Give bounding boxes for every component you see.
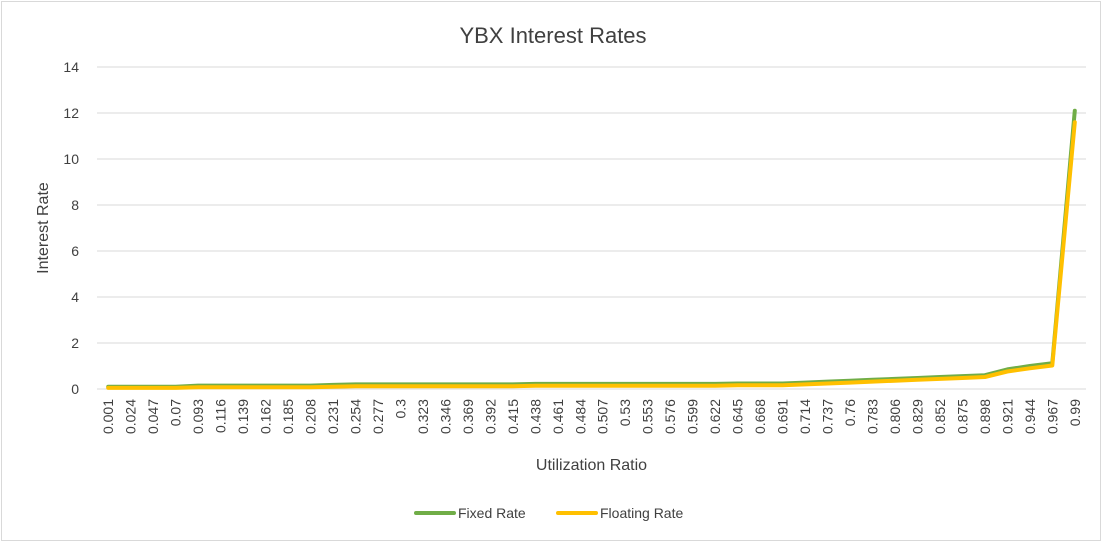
x-tick-label: 0.691 bbox=[775, 399, 791, 434]
y-tick-label: 6 bbox=[71, 243, 79, 259]
x-tick-label: 0.576 bbox=[662, 399, 678, 434]
y-tick-label: 8 bbox=[71, 197, 79, 213]
x-tick-label: 0.024 bbox=[123, 399, 139, 434]
x-tick-label: 0.277 bbox=[370, 399, 386, 434]
x-tick-label: 0.898 bbox=[977, 399, 993, 434]
x-tick-label: 0.185 bbox=[280, 399, 296, 434]
x-tick-label: 0.852 bbox=[932, 399, 948, 434]
x-tick-label: 0.875 bbox=[954, 399, 970, 434]
x-tick-label: 0.76 bbox=[842, 399, 858, 426]
x-tick-label: 0.369 bbox=[460, 399, 476, 434]
series-line-0 bbox=[106, 108, 1077, 389]
x-tick-label: 0.714 bbox=[797, 399, 813, 434]
x-tick-label: 0.162 bbox=[258, 399, 274, 434]
x-tick-label: 0.254 bbox=[347, 399, 363, 434]
series-line-1 bbox=[106, 120, 1077, 390]
x-tick-label: 0.346 bbox=[437, 399, 453, 434]
x-tick-label: 0.737 bbox=[820, 399, 836, 434]
x-tick-label: 0.093 bbox=[190, 399, 206, 434]
x-tick-label: 0.139 bbox=[235, 399, 251, 434]
y-axis-title: Interest Rate bbox=[35, 182, 52, 274]
x-tick-label: 0.231 bbox=[325, 399, 341, 434]
x-tick-label: 0.921 bbox=[999, 399, 1015, 434]
x-tick-label: 0.415 bbox=[505, 399, 521, 434]
x-tick-label: 0.208 bbox=[303, 399, 319, 434]
x-tick-label: 0.438 bbox=[527, 399, 543, 434]
y-tick-label: 4 bbox=[71, 289, 79, 305]
x-tick-label: 0.001 bbox=[100, 399, 116, 434]
x-tick-label: 0.07 bbox=[168, 399, 184, 426]
x-tick-label: 0.3 bbox=[392, 399, 408, 419]
x-tick-label: 0.99 bbox=[1067, 399, 1083, 426]
legend-label: Fixed Rate bbox=[458, 505, 526, 521]
y-tick-label: 2 bbox=[71, 335, 79, 351]
x-tick-label: 0.553 bbox=[640, 399, 656, 434]
legend-label: Floating Rate bbox=[600, 505, 683, 521]
y-tick-label: 12 bbox=[63, 105, 79, 121]
x-tick-label: 0.53 bbox=[617, 399, 633, 426]
x-tick-label: 0.944 bbox=[1022, 399, 1038, 434]
x-tick-label: 0.047 bbox=[145, 399, 161, 434]
x-tick-label: 0.829 bbox=[909, 399, 925, 434]
x-axis-title: Utilization Ratio bbox=[536, 457, 647, 474]
x-tick-label: 0.783 bbox=[864, 399, 880, 434]
x-tick-label: 0.668 bbox=[752, 399, 768, 434]
y-tick-label: 0 bbox=[71, 381, 79, 397]
x-tick-label: 0.967 bbox=[1044, 399, 1060, 434]
x-tick-label: 0.116 bbox=[213, 399, 229, 433]
y-tick-labels: 0 2 4 6 8 10 12 14 bbox=[63, 59, 79, 397]
x-tick-label: 0.599 bbox=[685, 399, 701, 434]
y-tick-label: 10 bbox=[63, 151, 79, 167]
x-tick-label: 0.806 bbox=[887, 399, 903, 434]
x-tick-label: 0.507 bbox=[595, 399, 611, 434]
x-tick-label: 0.323 bbox=[415, 399, 431, 434]
x-tick-label: 0.392 bbox=[482, 399, 498, 434]
gridlines bbox=[97, 66, 1086, 344]
y-tick-label: 14 bbox=[63, 59, 79, 75]
x-tick-label: 0.622 bbox=[707, 399, 723, 434]
chart-title: YBX Interest Rates bbox=[459, 23, 646, 48]
series-lines bbox=[106, 108, 1077, 390]
x-tick-labels: 0.001 0.024 0.047 0.07 0.093 0.116 0.139 0.162 0… bbox=[100, 399, 1083, 434]
x-tick-label: 0.484 bbox=[572, 399, 588, 434]
legend: Fixed Rate Floating Rate bbox=[414, 505, 683, 521]
x-tick-label: 0.645 bbox=[730, 399, 746, 434]
x-tick-label: 0.461 bbox=[550, 399, 566, 434]
